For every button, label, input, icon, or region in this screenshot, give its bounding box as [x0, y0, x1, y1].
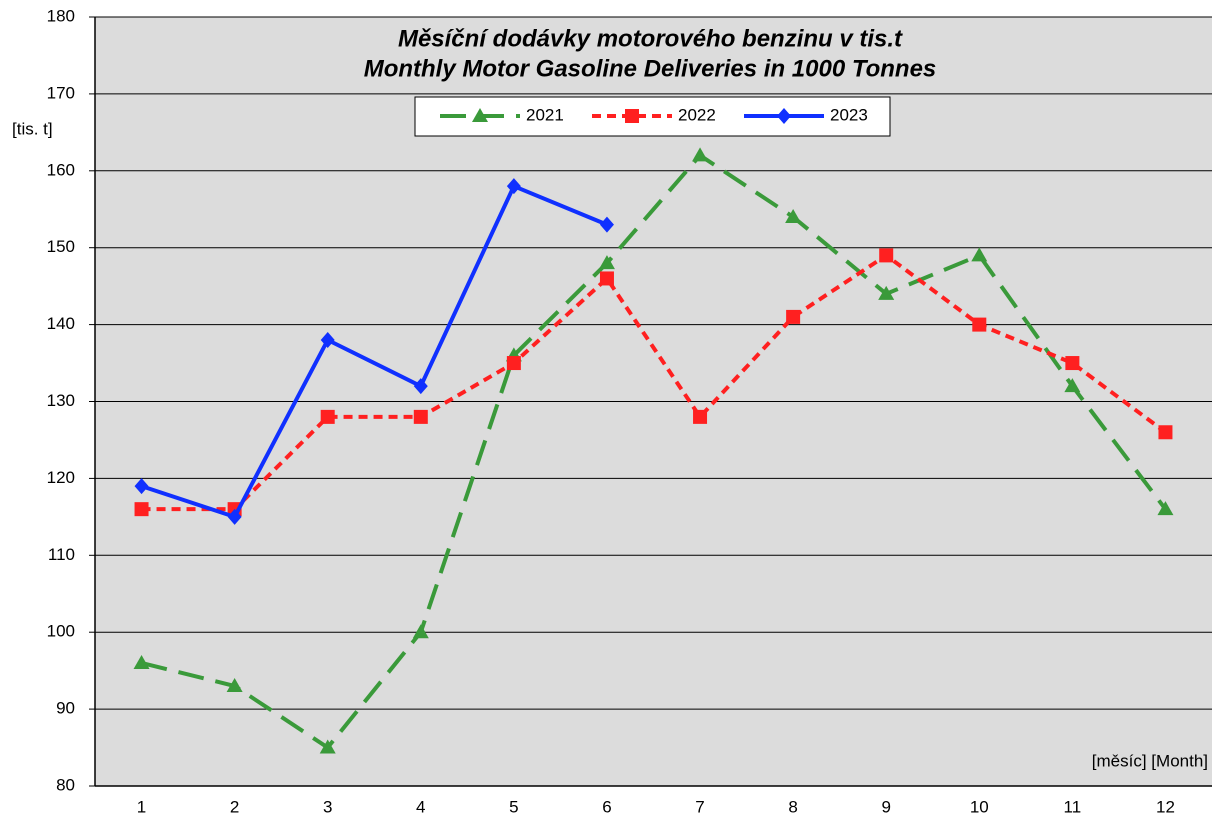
series-line — [141, 252, 1167, 512]
marker — [320, 409, 335, 424]
marker — [320, 331, 335, 348]
legend-label: 2023 — [830, 105, 868, 124]
x-tick-label: 1 — [137, 797, 146, 816]
marker — [226, 678, 243, 693]
chart-title: Měsíční dodávky motorového benzinu v tis… — [398, 25, 903, 52]
x-tick-label: 5 — [509, 797, 518, 816]
y-tick-label: 140 — [47, 314, 75, 333]
x-tick-label: 11 — [1064, 797, 1082, 816]
marker — [413, 378, 428, 395]
marker — [785, 208, 802, 223]
marker — [786, 309, 801, 324]
x-tick-label: 8 — [788, 797, 797, 816]
y-tick-label: 170 — [47, 83, 75, 102]
series-line — [141, 152, 1168, 751]
series-line — [140, 183, 608, 520]
marker — [1065, 356, 1080, 371]
marker — [506, 178, 521, 195]
marker — [693, 409, 708, 424]
marker — [1157, 501, 1174, 516]
legend-label: 2021 — [526, 105, 564, 124]
y-tick-label: 120 — [47, 468, 75, 487]
marker — [598, 255, 615, 270]
x-tick-label: 10 — [970, 797, 989, 816]
marker — [599, 271, 614, 286]
marker — [412, 624, 429, 639]
y-tick-label: 110 — [48, 545, 75, 564]
marker — [133, 654, 150, 669]
marker — [227, 508, 242, 525]
y-tick-label: 160 — [47, 160, 75, 179]
x-tick-label: 7 — [695, 797, 704, 816]
x-tick-label: 3 — [323, 797, 332, 816]
marker — [878, 285, 895, 300]
marker — [134, 478, 149, 495]
legend-marker — [472, 108, 488, 122]
chart-subtitle: Monthly Motor Gasoline Deliveries in 100… — [364, 55, 937, 82]
y-tick-label: 150 — [47, 237, 75, 256]
y-tick-label: 180 — [47, 6, 75, 25]
marker — [879, 248, 894, 263]
marker — [692, 147, 709, 162]
y-axis-label: [tis. t] — [12, 119, 53, 138]
legend-label: 2022 — [678, 105, 716, 124]
y-tick-label: 130 — [47, 391, 75, 410]
x-tick-label: 6 — [602, 797, 611, 816]
marker — [506, 356, 521, 371]
x-tick-label: 9 — [881, 797, 890, 816]
x-tick-label: 2 — [230, 797, 239, 816]
marker — [319, 739, 336, 754]
marker — [971, 247, 988, 262]
y-tick-label: 90 — [56, 699, 75, 718]
x-tick-label: 4 — [416, 797, 425, 816]
marker — [972, 317, 987, 332]
y-tick-label: 100 — [47, 622, 75, 641]
legend-marker — [625, 109, 639, 123]
marker — [134, 502, 149, 517]
y-tick-label: 80 — [56, 775, 75, 794]
x-tick-label: 12 — [1156, 797, 1175, 816]
x-axis-label: [měsíc] [Month] — [1092, 751, 1208, 770]
marker — [1064, 378, 1081, 393]
marker — [413, 409, 428, 424]
marker — [1158, 425, 1173, 440]
legend-marker — [777, 108, 791, 124]
marker — [599, 216, 614, 233]
